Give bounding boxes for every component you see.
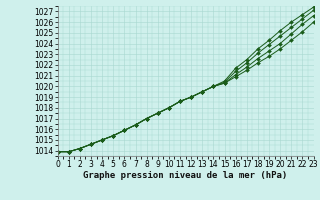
X-axis label: Graphe pression niveau de la mer (hPa): Graphe pression niveau de la mer (hPa) [84, 171, 288, 180]
